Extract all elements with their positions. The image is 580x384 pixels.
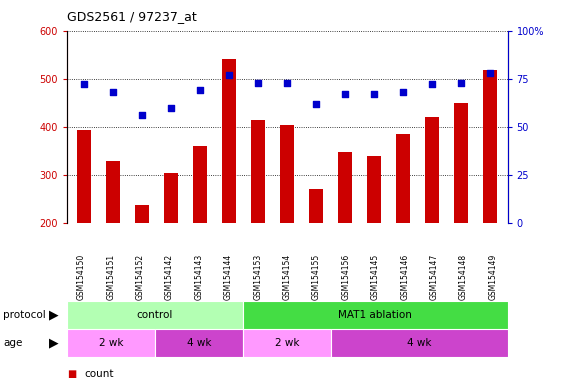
Text: GSM154155: GSM154155 [312,253,321,300]
Point [166,104,176,111]
Text: GSM154144: GSM154144 [224,253,233,300]
Bar [135,205,150,319]
Bar [331,329,508,357]
Text: protocol: protocol [3,310,46,320]
Text: 4 wk: 4 wk [407,338,432,348]
Bar [155,329,243,357]
Text: GSM154152: GSM154152 [136,253,144,300]
Bar [106,161,121,319]
Text: ▶: ▶ [49,336,59,349]
Text: GSM154145: GSM154145 [371,253,380,300]
Point [456,79,466,86]
Text: GSM154149: GSM154149 [488,253,497,300]
Bar [243,301,508,329]
Point [253,79,263,86]
Text: GSM154148: GSM154148 [459,253,468,300]
Bar [243,329,331,357]
Bar [222,59,237,319]
Point [340,91,350,97]
Point [282,79,292,86]
Text: GSM154156: GSM154156 [342,253,350,300]
Text: 2 wk: 2 wk [99,338,123,348]
Text: GSM154151: GSM154151 [106,253,115,300]
Bar [425,117,440,319]
Point [137,112,147,118]
Bar [77,130,92,319]
Text: MAT1 ablation: MAT1 ablation [338,310,412,320]
Text: count: count [84,369,114,379]
Bar [164,173,179,319]
Point [369,91,379,97]
Text: 2 wk: 2 wk [275,338,299,348]
Bar [454,103,469,319]
Text: GSM154154: GSM154154 [282,253,292,300]
Text: GDS2561 / 97237_at: GDS2561 / 97237_at [67,10,197,23]
Text: control: control [137,310,173,320]
Point [79,81,89,88]
Bar [251,121,266,319]
Point [224,72,234,78]
Bar [367,156,382,319]
Text: ▶: ▶ [49,309,59,322]
Text: GSM154153: GSM154153 [253,253,262,300]
Bar [309,189,324,319]
Text: GSM154142: GSM154142 [165,253,174,300]
Text: GSM154146: GSM154146 [400,253,409,300]
Text: age: age [3,338,22,348]
Bar [483,70,498,319]
Point [195,87,205,93]
Point [108,89,118,95]
Bar [338,152,353,319]
Bar [67,301,243,329]
Point [427,81,437,88]
Text: GSM154150: GSM154150 [77,253,86,300]
Text: GSM154147: GSM154147 [430,253,438,300]
Point [398,89,408,95]
Bar [193,146,208,319]
Text: 4 wk: 4 wk [187,338,211,348]
Text: GSM154143: GSM154143 [194,253,204,300]
Text: ■: ■ [67,369,76,379]
Bar [280,125,295,319]
Bar [67,329,155,357]
Bar [396,134,411,319]
Point [311,101,321,107]
Point [485,70,495,76]
